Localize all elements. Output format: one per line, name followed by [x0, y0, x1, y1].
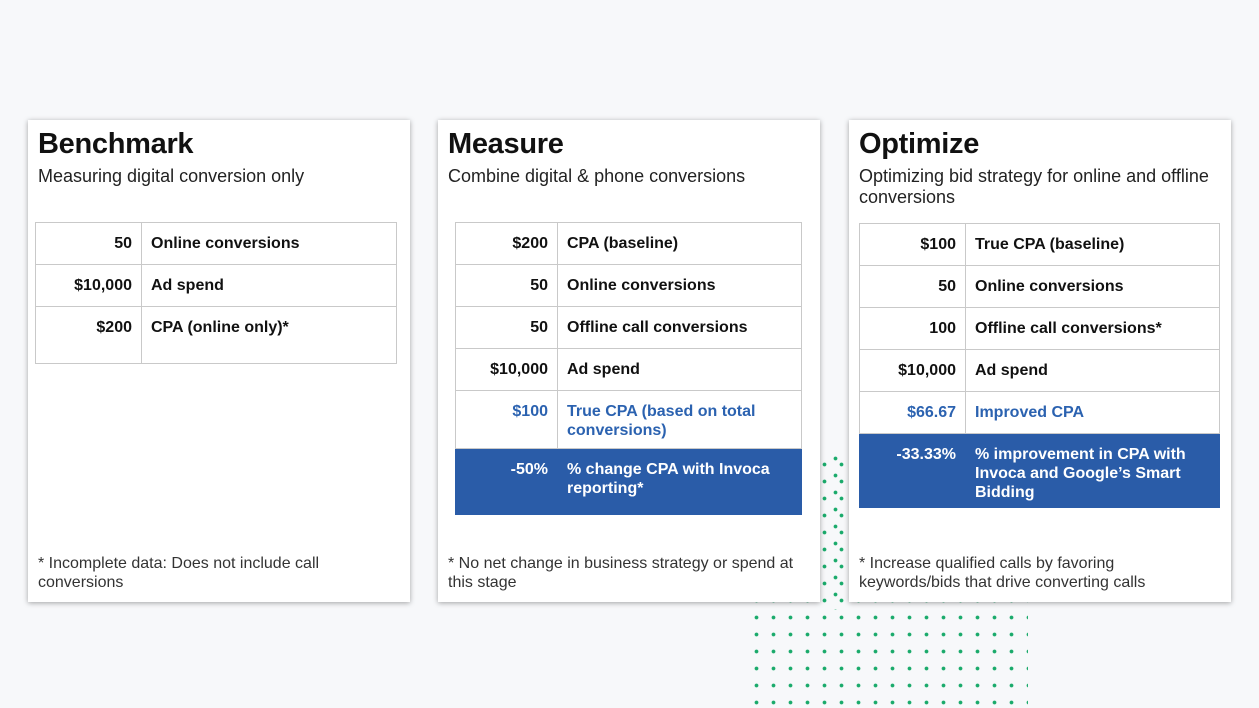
- table-row: $10,000 Ad spend: [859, 349, 1220, 392]
- row-value: 50: [859, 265, 966, 308]
- row-value: 100: [859, 307, 966, 350]
- row-label: True CPA (baseline): [965, 223, 1220, 266]
- table-row-true-cpa: $100 True CPA (based on total conversion…: [455, 390, 802, 449]
- benchmark-card: Benchmark Measuring digital conversion o…: [28, 120, 410, 602]
- row-value: $200: [35, 306, 142, 364]
- row-value: $100: [859, 223, 966, 266]
- row-label: % change CPA with Invoca reporting*: [557, 448, 802, 515]
- row-label: Offline call conversions: [557, 306, 802, 349]
- card-footnote: * Increase qualified calls by favoring k…: [859, 555, 1146, 591]
- row-value: $100: [455, 390, 558, 449]
- table-row-highlight: -33.33% % improvement in CPA with Invoca…: [859, 433, 1220, 508]
- table-row: 50 Online conversions: [859, 265, 1220, 308]
- optimize-card: Optimize Optimizing bid strategy for onl…: [849, 120, 1231, 602]
- row-value: $10,000: [35, 264, 142, 307]
- row-label: Online conversions: [141, 222, 397, 265]
- row-value: 50: [455, 306, 558, 349]
- row-label: Improved CPA: [965, 391, 1220, 434]
- row-value: $10,000: [859, 349, 966, 392]
- row-label: Online conversions: [965, 265, 1220, 308]
- card-subtitle: Optimizing bid strategy for online and o…: [859, 166, 1209, 207]
- measure-card: Measure Combine digital & phone conversi…: [438, 120, 820, 602]
- row-value: $66.67: [859, 391, 966, 434]
- metrics-table: $200 CPA (baseline) 50 Online conversion…: [455, 222, 802, 515]
- row-label: Ad spend: [141, 264, 397, 307]
- row-label: CPA (online only)*: [141, 306, 397, 364]
- card-title: Optimize: [859, 128, 980, 160]
- row-label: CPA (baseline): [557, 222, 802, 265]
- row-value: -33.33%: [859, 433, 966, 508]
- row-value: 50: [35, 222, 142, 265]
- table-row: $10,000 Ad spend: [455, 348, 802, 391]
- card-title: Benchmark: [38, 128, 194, 160]
- card-footnote: * Incomplete data: Does not include call…: [38, 555, 320, 591]
- table-row: 50 Offline call conversions: [455, 306, 802, 349]
- row-value: 50: [455, 264, 558, 307]
- row-value: $10,000: [455, 348, 558, 391]
- decorative-dot-column: [827, 450, 847, 610]
- row-label: Ad spend: [965, 349, 1220, 392]
- row-label: Ad spend: [557, 348, 802, 391]
- table-row: 50 Online conversions: [35, 222, 397, 265]
- table-row: 50 Online conversions: [455, 264, 802, 307]
- metrics-table: 50 Online conversions $10,000 Ad spend $…: [35, 222, 397, 364]
- metrics-table: $100 True CPA (baseline) 50 Online conve…: [859, 223, 1220, 508]
- table-row-improved-cpa: $66.67 Improved CPA: [859, 391, 1220, 434]
- card-subtitle: Measuring digital conversion only: [38, 166, 305, 186]
- table-row-highlight: -50% % change CPA with Invoca reporting*: [455, 448, 802, 515]
- row-label: Offline call conversions*: [965, 307, 1220, 350]
- card-subtitle: Combine digital & phone conversions: [448, 166, 746, 186]
- row-label: Online conversions: [557, 264, 802, 307]
- row-label: % improvement in CPA with Invoca and Goo…: [965, 433, 1220, 508]
- card-footnote: * No net change in business strategy or …: [448, 555, 794, 591]
- row-value: -50%: [455, 448, 558, 515]
- card-title: Measure: [448, 128, 564, 160]
- row-value: $200: [455, 222, 558, 265]
- table-row: 100 Offline call conversions*: [859, 307, 1220, 350]
- table-row: $10,000 Ad spend: [35, 264, 397, 307]
- table-row: $200 CPA (online only)*: [35, 306, 397, 364]
- table-row: $200 CPA (baseline): [455, 222, 802, 265]
- row-label: True CPA (based on total conversions): [557, 390, 802, 449]
- table-row: $100 True CPA (baseline): [859, 223, 1220, 266]
